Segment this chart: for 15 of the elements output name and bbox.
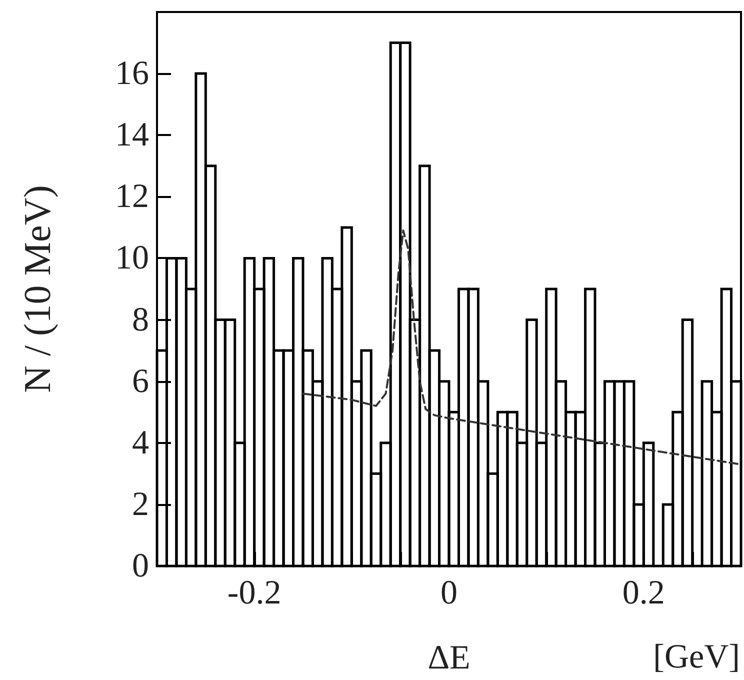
x-tick-label: -0.2: [227, 574, 282, 612]
y-tick-label: 16: [115, 55, 149, 92]
x-tick-label: 0: [440, 574, 458, 612]
x-tick-label: 0.2: [622, 574, 665, 612]
y-tick-label: 2: [132, 486, 149, 523]
y-tick-label: 4: [132, 424, 149, 462]
y-tick-label: 12: [115, 178, 149, 216]
text: [GeV]: [653, 638, 740, 676]
y-tick-label: 0: [132, 548, 149, 584]
x-axis-title: ΔE: [428, 640, 470, 676]
y-axis-title: N / (10 MeV): [17, 185, 59, 393]
y-tick-label: 8: [132, 301, 149, 338]
y-tick-label: 6: [132, 362, 149, 400]
y-tick-label: 14: [115, 116, 149, 154]
y-tick-label: 10: [115, 240, 149, 277]
